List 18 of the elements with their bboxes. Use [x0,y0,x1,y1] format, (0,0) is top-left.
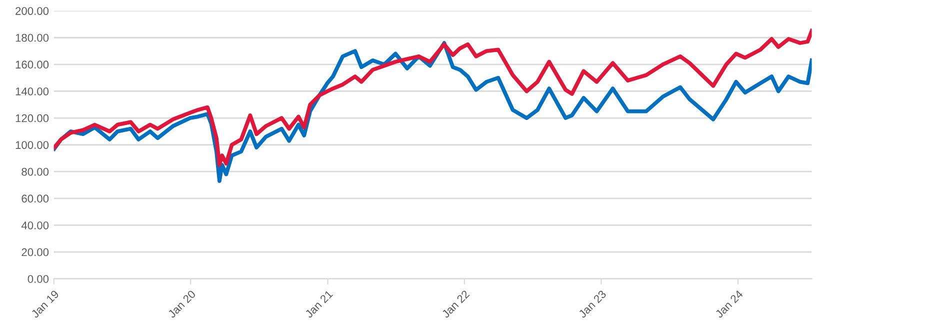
x-tick-label: Jan 24 [714,290,744,318]
y-tick-label: 0.00 [28,275,49,283]
y-tick-label: 40.00 [21,221,49,230]
x-tick-label: Jan 20 [167,290,196,318]
x-tick-label: Jan 19 [30,290,60,318]
x-tick-label: Jan 21 [304,290,334,318]
y-tick-label: 200.00 [16,7,49,15]
line-series [54,28,812,167]
y-tick-label: 120.00 [16,114,49,122]
y-tick-label: 60.00 [22,194,49,203]
y-tick-label: 180.00 [16,34,49,42]
y-tick-label: 100.00 [16,141,49,149]
x-tick-label: Jan 23 [578,290,607,318]
y-tick-label: 140.00 [16,87,49,96]
y-tick-label: 80.00 [22,168,49,176]
y-tick-label: 20.00 [22,248,49,256]
y-tick-label: 160.00 [16,60,49,69]
x-tick-label: Jan 22 [441,290,470,318]
